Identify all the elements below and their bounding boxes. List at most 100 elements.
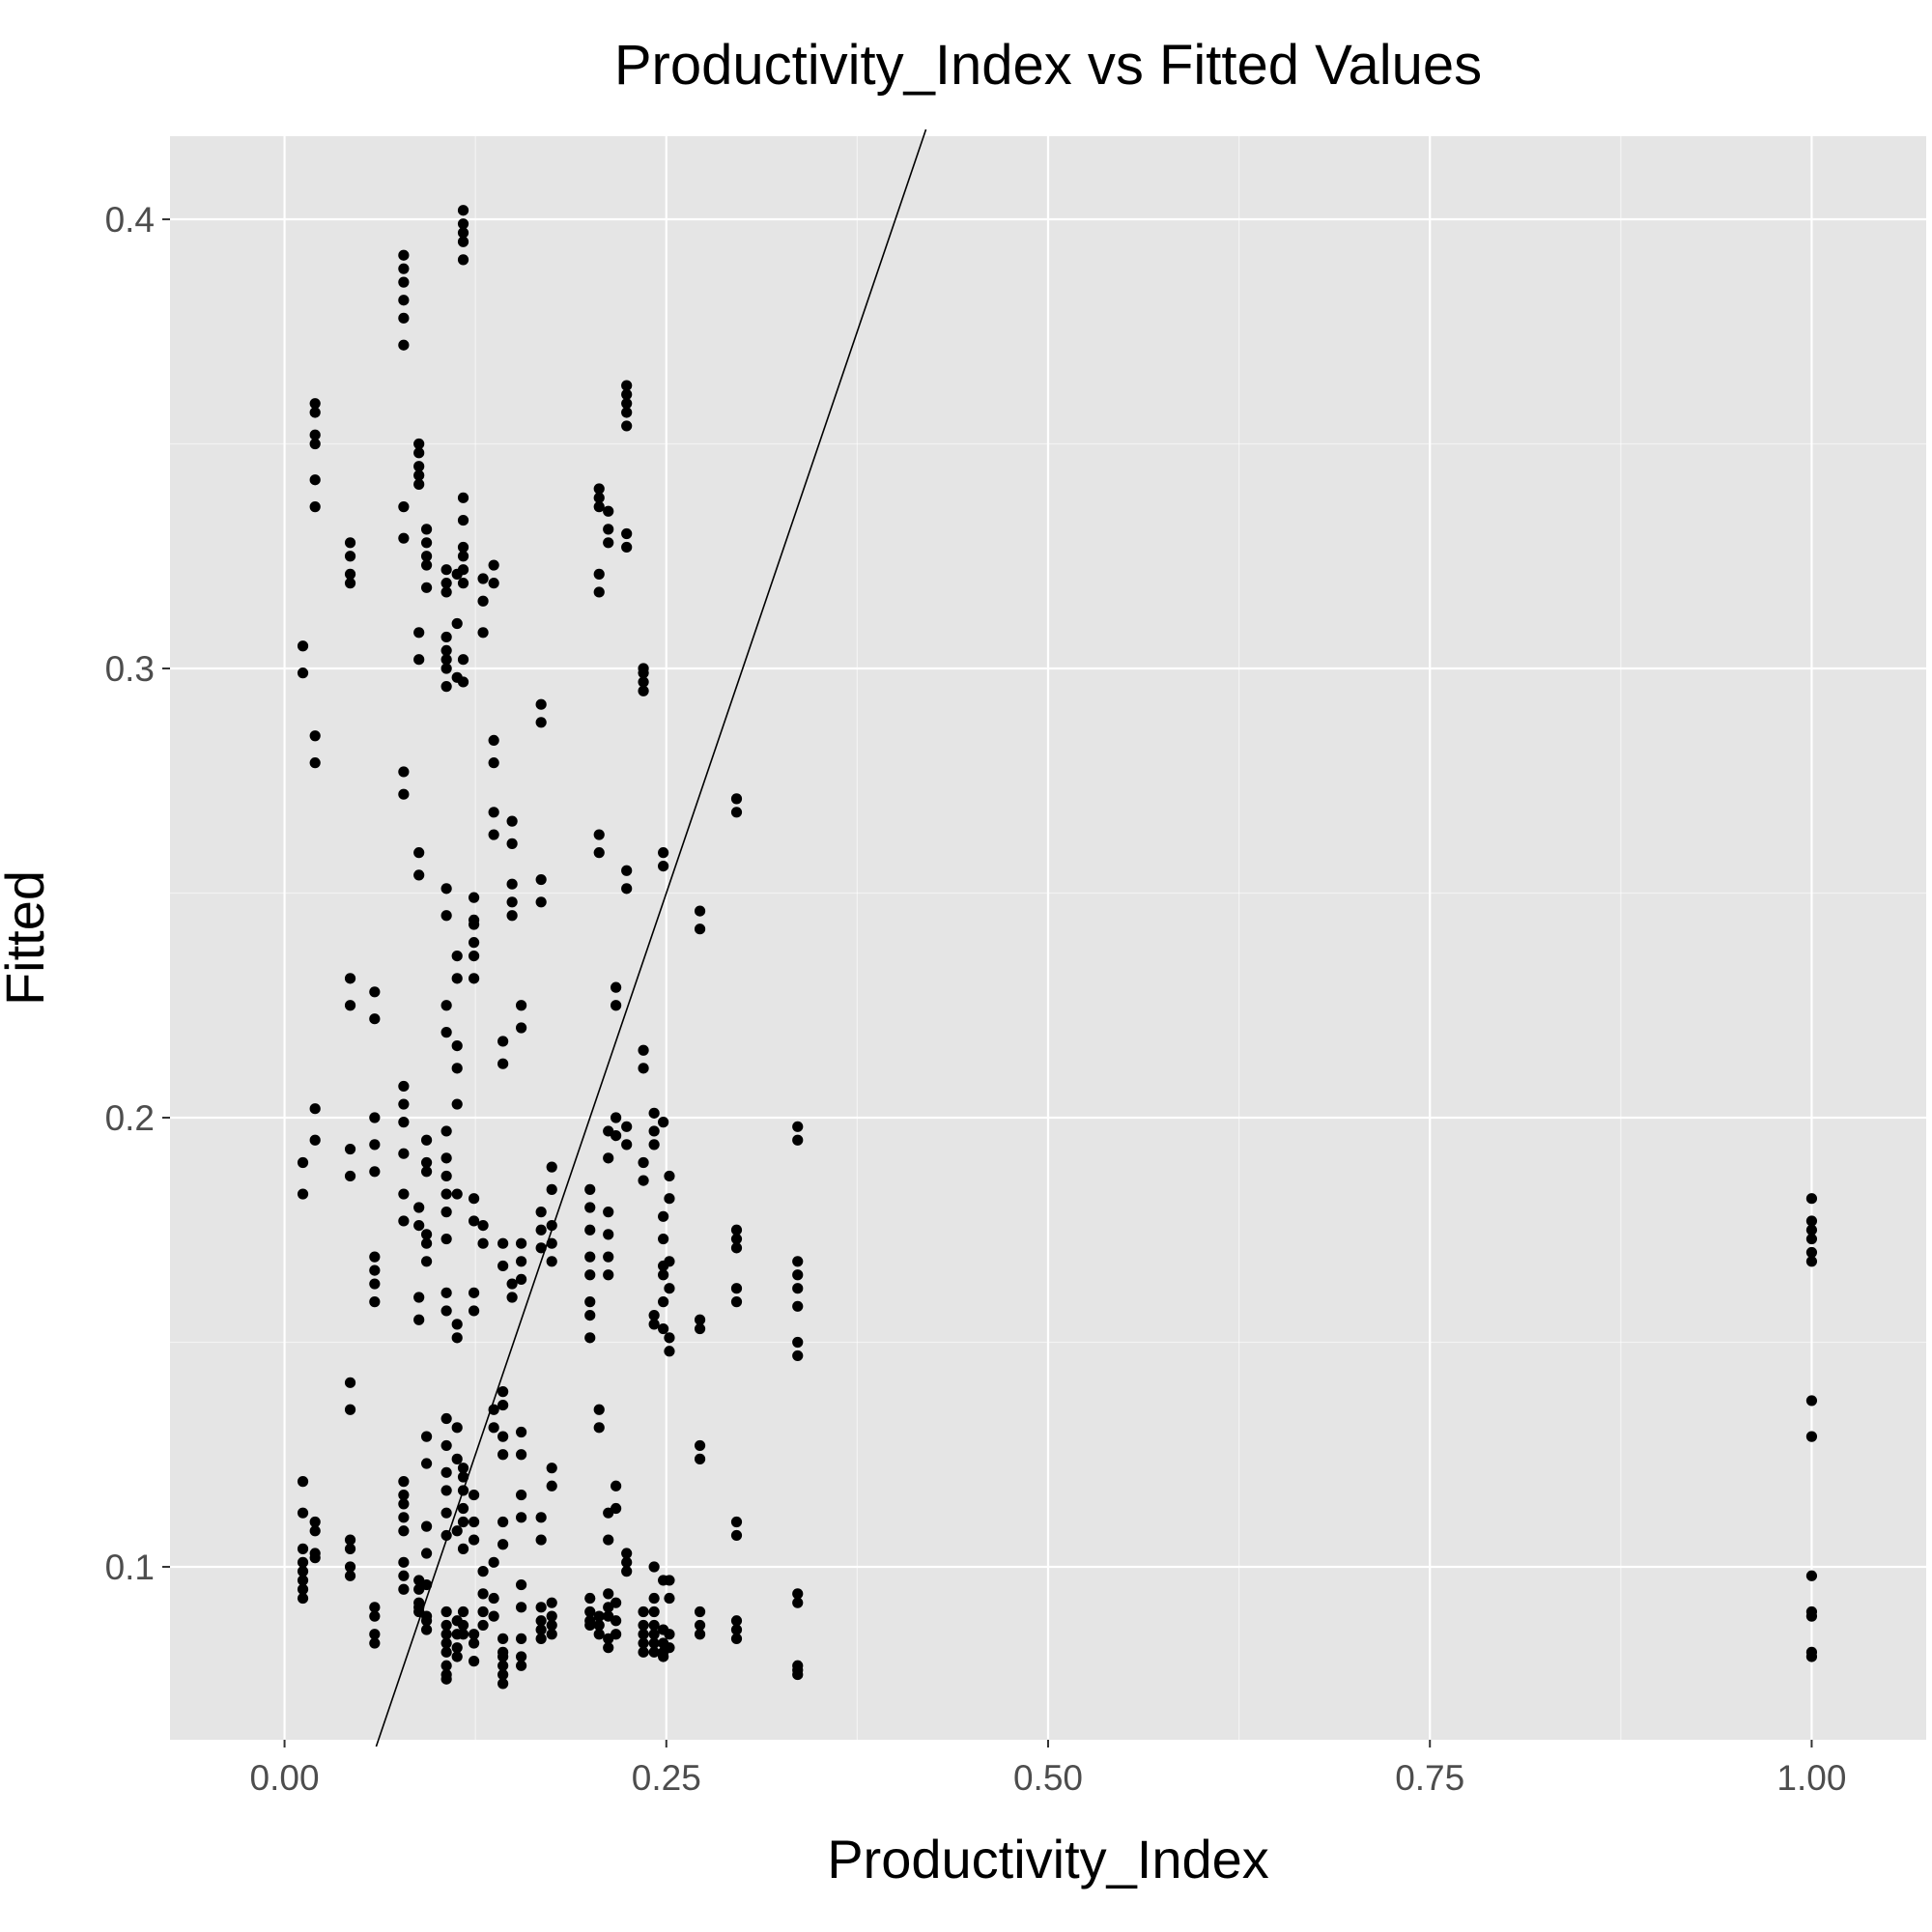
data-point [309, 474, 321, 486]
data-point [516, 1237, 527, 1249]
data-point [535, 1534, 547, 1546]
data-point [1805, 1431, 1818, 1442]
data-point [451, 950, 463, 962]
data-point [420, 582, 433, 593]
data-point [344, 568, 356, 580]
data-point [621, 1566, 633, 1577]
data-point [1805, 1246, 1818, 1259]
data-point [440, 1439, 452, 1452]
data-point [792, 1269, 804, 1281]
data-point [546, 1480, 557, 1492]
data-point [611, 981, 622, 993]
data-point [603, 1207, 614, 1218]
data-point [369, 986, 381, 998]
data-point [420, 1237, 433, 1249]
data-point [546, 1237, 557, 1249]
data-point [593, 1404, 605, 1415]
data-point [369, 1264, 381, 1276]
data-point [593, 1629, 605, 1640]
data-point [1805, 1233, 1818, 1245]
data-point [398, 1489, 410, 1501]
data-point [413, 627, 425, 639]
data-point [398, 1476, 410, 1488]
data-point [309, 757, 321, 769]
data-point [488, 1422, 499, 1434]
data-point [398, 295, 410, 306]
data-point [344, 551, 356, 562]
data-point [477, 573, 489, 584]
data-point [413, 469, 425, 481]
data-point [468, 1516, 480, 1528]
data-point [658, 861, 669, 872]
data-point [440, 1619, 452, 1632]
data-point [497, 1036, 509, 1047]
data-point [451, 1319, 463, 1330]
data-point [369, 1637, 381, 1649]
data-point [398, 339, 410, 351]
data-point [398, 1512, 410, 1523]
data-point [792, 1256, 804, 1267]
data-point [516, 1489, 527, 1501]
data-point [535, 1624, 547, 1635]
data-point [584, 1309, 596, 1321]
data-point [664, 1193, 675, 1205]
data-point [638, 1156, 649, 1169]
data-point [611, 1629, 622, 1640]
data-point [546, 1256, 557, 1267]
data-point [477, 1588, 489, 1600]
data-point [648, 1646, 660, 1658]
data-point [584, 1619, 596, 1632]
data-point [309, 1134, 321, 1146]
data-point [477, 1566, 489, 1577]
data-point [546, 1183, 557, 1195]
data-point [309, 501, 321, 513]
data-point [420, 559, 433, 571]
data-point [648, 1592, 660, 1605]
data-point [546, 1597, 557, 1608]
y-tick-label: 0.1 [105, 1548, 155, 1587]
data-point [398, 1215, 410, 1227]
data-point [694, 905, 706, 917]
data-point [398, 1498, 410, 1510]
data-point [664, 1332, 675, 1344]
data-point [546, 1219, 557, 1232]
data-point [440, 1233, 452, 1245]
data-point [344, 1570, 356, 1581]
data-point [297, 640, 309, 652]
data-point [477, 627, 489, 639]
data-point [603, 1642, 614, 1654]
data-point [297, 668, 309, 679]
data-point [611, 1502, 622, 1515]
data-point [440, 564, 452, 576]
data-point [297, 1575, 309, 1586]
data-point [457, 227, 469, 239]
data-point [451, 1063, 463, 1074]
data-point [506, 1292, 518, 1303]
data-point [468, 919, 480, 930]
data-point [398, 276, 410, 288]
data-point [658, 1233, 669, 1245]
data-point [398, 1080, 410, 1093]
data-point [792, 1121, 804, 1132]
data-point [457, 1619, 469, 1632]
data-point [516, 1660, 527, 1671]
data-point [344, 1377, 356, 1388]
data-point [611, 1112, 622, 1123]
data-point [535, 896, 547, 908]
data-point [516, 1273, 527, 1285]
data-point [497, 1260, 509, 1272]
data-point [638, 1605, 649, 1618]
data-point [488, 1592, 499, 1605]
data-point [369, 1602, 381, 1613]
data-point [1805, 1395, 1818, 1406]
data-point [413, 447, 425, 459]
data-point [398, 249, 410, 261]
data-point [440, 1207, 452, 1218]
data-point [440, 910, 452, 922]
data-point [420, 1624, 433, 1635]
data-point [477, 1605, 489, 1618]
data-point [611, 1000, 622, 1011]
data-point [344, 578, 356, 589]
data-point [420, 1156, 433, 1169]
data-point [440, 883, 452, 895]
